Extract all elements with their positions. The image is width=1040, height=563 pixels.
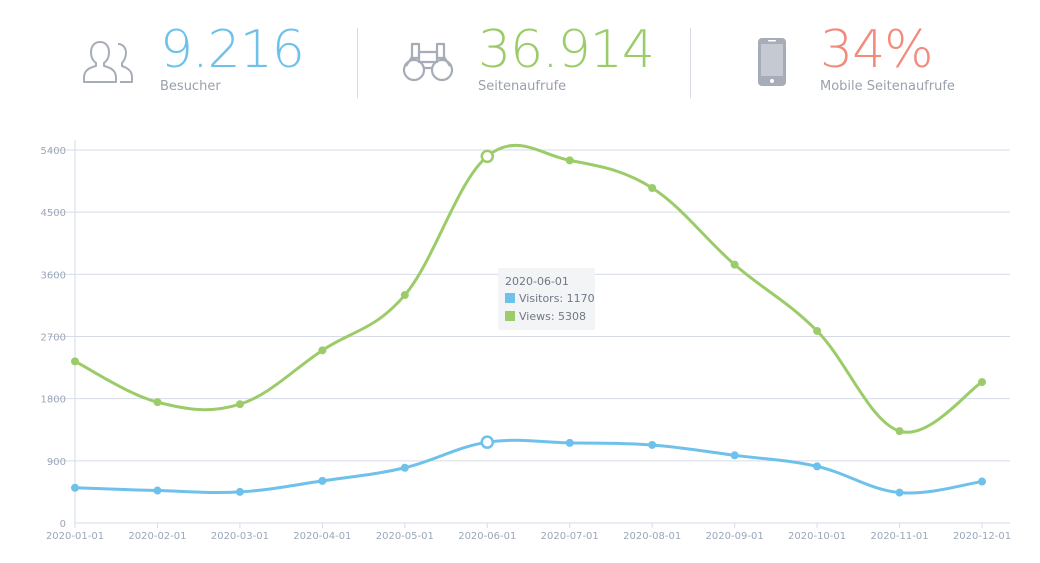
views-count: 36.914 (478, 20, 655, 80)
views-point[interactable] (978, 378, 986, 387)
x-tick-label: 2020-08-01 (623, 531, 681, 542)
series (71, 143, 986, 497)
tooltip-row-views: Views: 5308 (505, 310, 586, 323)
visitors-point[interactable] (813, 462, 822, 471)
y-tick-label: 3600 (41, 270, 66, 281)
visitors-point[interactable] (895, 488, 904, 497)
tooltip-visitors: Visitors: 1170 (519, 292, 595, 305)
visitors-point[interactable] (648, 440, 657, 449)
visitors-point[interactable] (978, 477, 986, 486)
visitors-label: Besucher (160, 79, 221, 94)
x-tick-label: 2020-12-01 (953, 531, 1011, 542)
y-tick-label: 2700 (41, 333, 66, 344)
views-point[interactable] (71, 357, 79, 366)
tooltip-row-visitors: Visitors: 1170 (505, 292, 595, 305)
visitors-line (73, 438, 984, 495)
tooltip-views: Views: 5308 (519, 310, 587, 323)
mobile-label: Mobile Seitenaufrufe (820, 79, 955, 94)
views-point[interactable] (318, 346, 327, 355)
views-point[interactable] (648, 183, 657, 192)
x-tick-label: 2020-01-01 (46, 531, 104, 542)
y-tick-label: 900 (47, 457, 66, 468)
visitors-point[interactable] (565, 438, 574, 447)
x-tick-label: 2020-03-01 (211, 531, 269, 542)
y-tick-label: 5400 (41, 146, 66, 157)
mobile-phone-icon (758, 38, 786, 86)
x-tick-label: 2020-02-01 (128, 531, 186, 542)
y-tick-label: 1800 (41, 395, 66, 406)
y-tick-label: 4500 (41, 208, 66, 219)
views-point[interactable] (235, 400, 244, 409)
mobile-share: 34% (820, 20, 934, 80)
line-chart: 0 900 1800 2700 3600 4500 5400 2020-01-01 2020-0… (41, 140, 1011, 542)
views-point[interactable] (895, 427, 904, 436)
visitors-point[interactable] (71, 483, 79, 492)
divider (690, 28, 691, 98)
divider (357, 28, 358, 98)
visitors-point-highlight[interactable] (480, 435, 495, 449)
axes: 0 900 1800 2700 3600 4500 5400 2020-01-01 2020-0… (41, 140, 1011, 542)
chart-tooltip: 2020-06-01 Visitors: 1170 Views: 5308 (498, 268, 595, 330)
binoculars-icon (402, 42, 454, 82)
y-tick-label: 0 (60, 519, 66, 530)
visitors-point[interactable] (730, 451, 739, 460)
views-label: Seitenaufrufe (478, 79, 567, 94)
x-tick-label: 2020-04-01 (293, 531, 351, 542)
views-point[interactable] (565, 156, 574, 165)
views-point-highlight[interactable] (480, 149, 495, 164)
visitors-point[interactable] (153, 486, 162, 495)
x-tick-label: 2020-07-01 (541, 531, 599, 542)
visitors-point[interactable] (318, 476, 327, 485)
views-point[interactable] (813, 326, 822, 335)
views-point[interactable] (153, 398, 162, 407)
x-tick-label: 2020-06-01 (458, 531, 516, 542)
visitors-count: 9.216 (160, 20, 305, 80)
x-tick-label: 2020-09-01 (706, 531, 764, 542)
visitors-point[interactable] (400, 463, 409, 472)
views-point[interactable] (730, 260, 739, 269)
visitors-swatch (505, 293, 515, 303)
x-tick-label: 2020-11-01 (870, 531, 928, 542)
views-point[interactable] (400, 291, 409, 300)
tooltip-date: 2020-06-01 (505, 275, 569, 288)
visitors-point[interactable] (235, 487, 244, 496)
x-tick-label: 2020-05-01 (376, 531, 434, 542)
views-swatch (505, 311, 515, 321)
x-tick-label: 2020-10-01 (788, 531, 846, 542)
users-icon (83, 41, 133, 83)
